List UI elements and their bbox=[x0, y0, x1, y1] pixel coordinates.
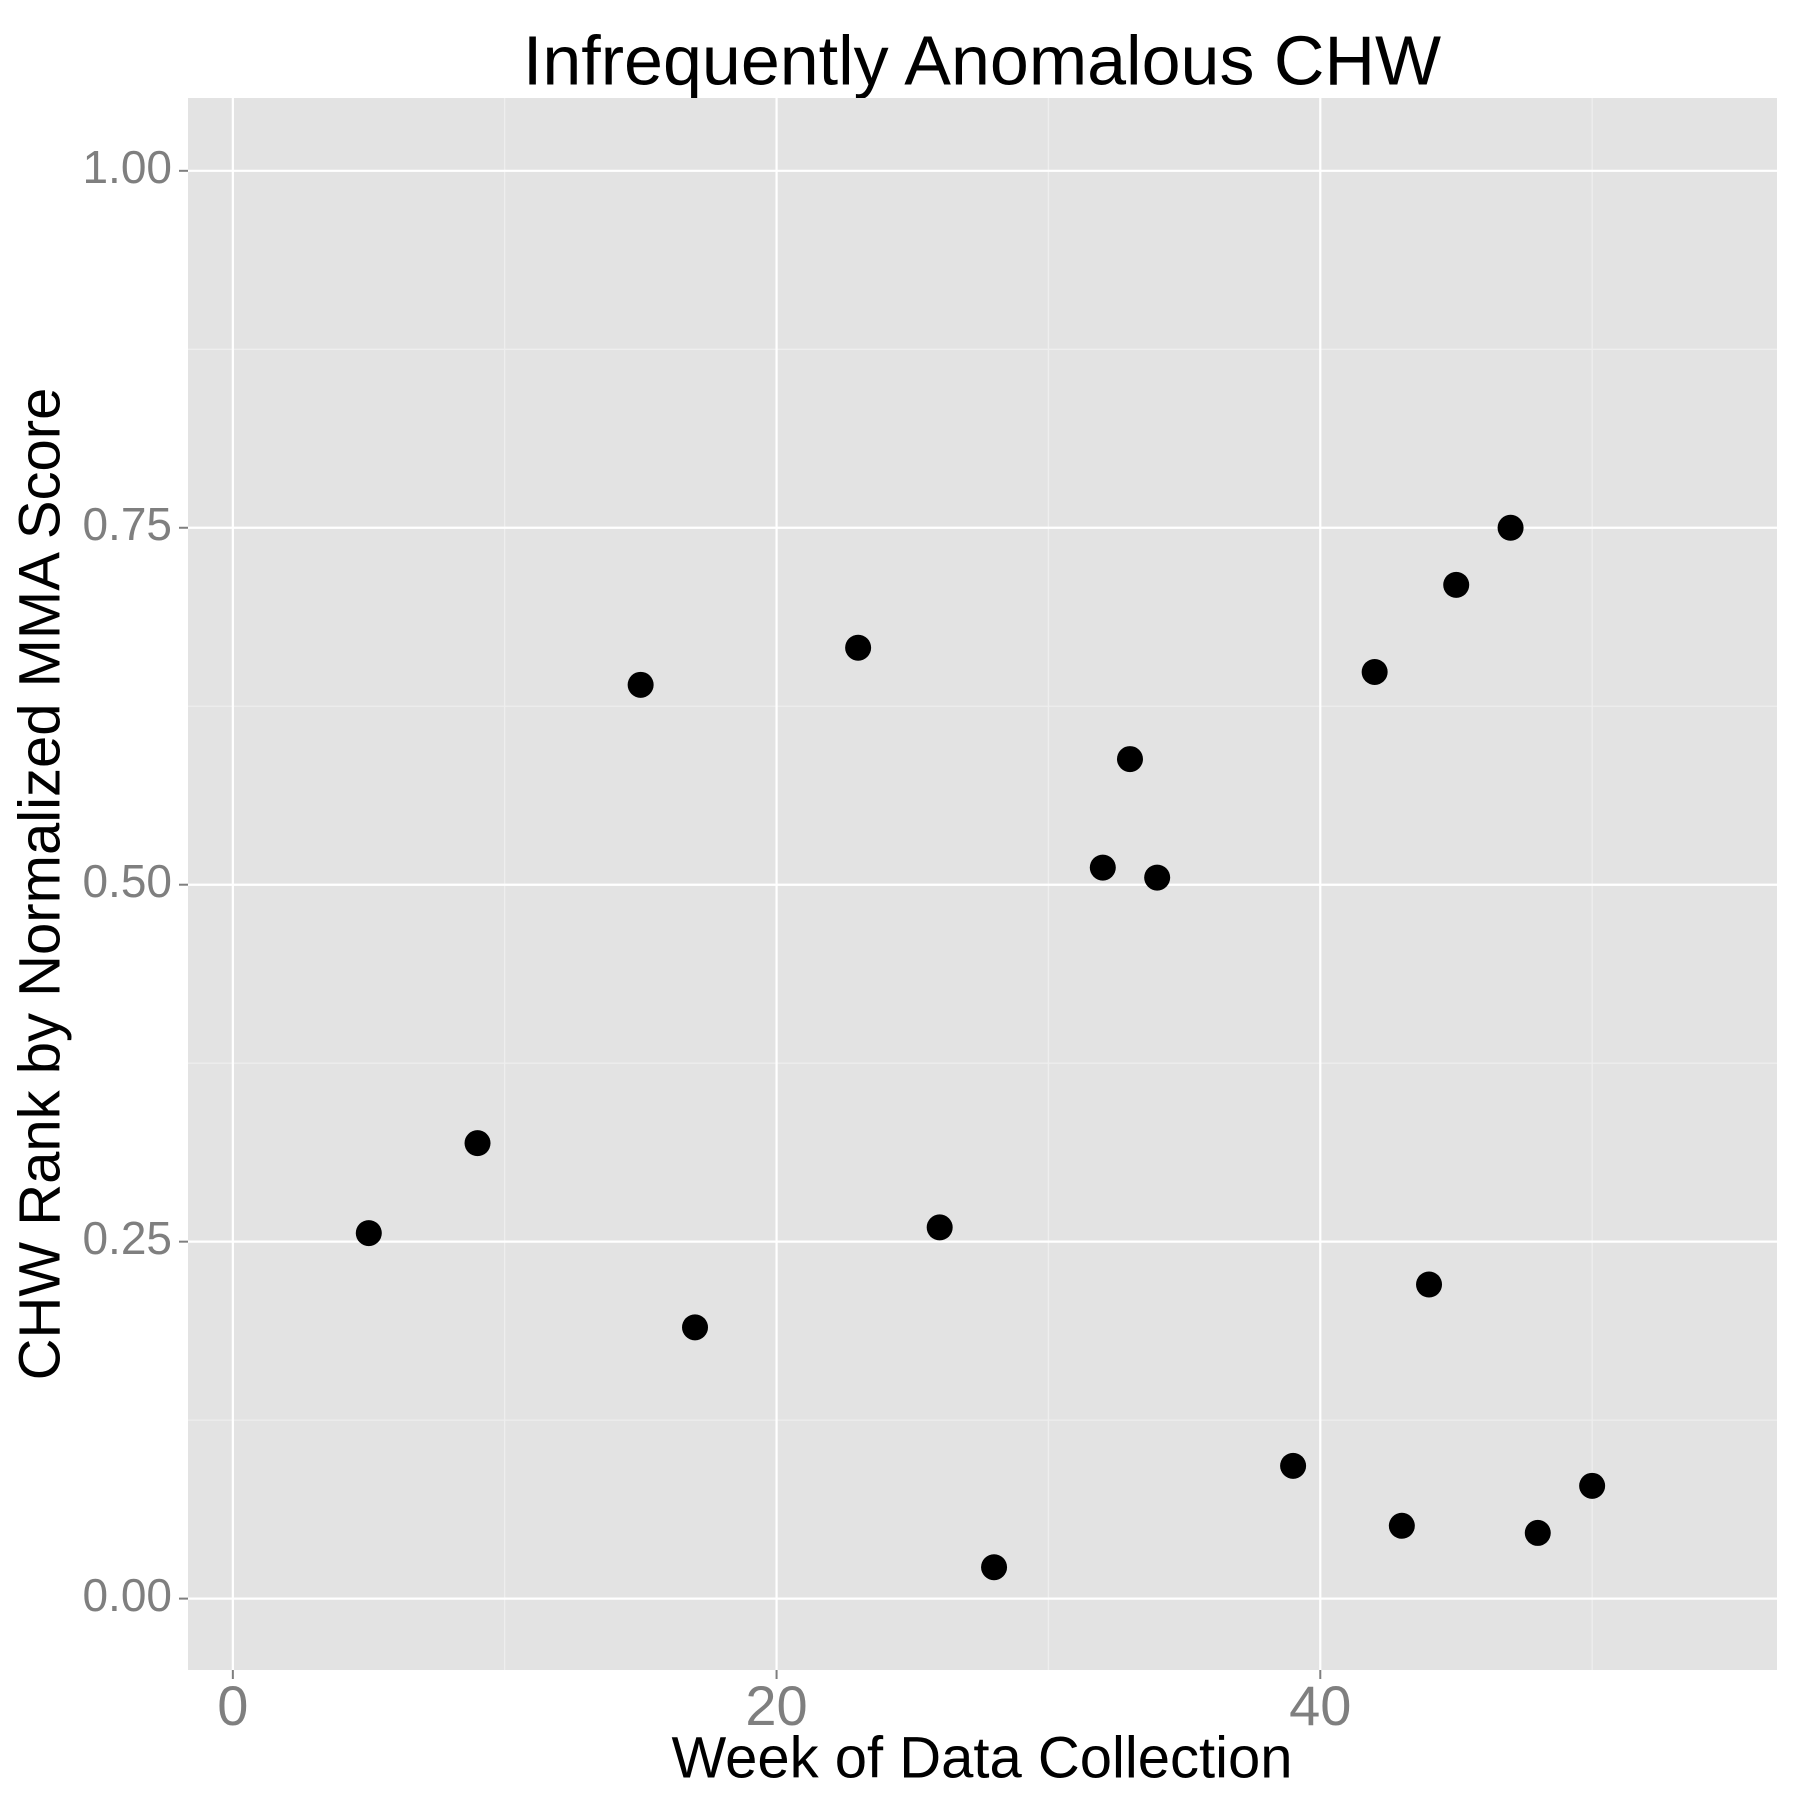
point bbox=[1144, 864, 1171, 891]
point bbox=[1579, 1472, 1606, 1499]
point bbox=[355, 1220, 382, 1247]
point bbox=[845, 634, 872, 661]
y-tick-label: 0.00 bbox=[82, 1569, 172, 1621]
point bbox=[682, 1314, 709, 1341]
point bbox=[1361, 658, 1388, 685]
point bbox=[1497, 514, 1524, 541]
point bbox=[926, 1214, 953, 1241]
point bbox=[464, 1130, 491, 1157]
x-tick-label: 0 bbox=[217, 1674, 248, 1737]
point bbox=[1089, 854, 1116, 881]
point bbox=[1388, 1512, 1415, 1539]
x-tick-label: 40 bbox=[1289, 1674, 1351, 1737]
point bbox=[1524, 1519, 1551, 1546]
point bbox=[1116, 746, 1143, 773]
chart-title: Infrequently Anomalous CHW bbox=[523, 21, 1441, 99]
point bbox=[1280, 1452, 1307, 1479]
point bbox=[627, 671, 654, 698]
x-axis-title: Week of Data Collection bbox=[671, 1725, 1292, 1790]
y-tick-label: 1.00 bbox=[82, 141, 172, 193]
y-axis-title: CHW Rank by Normalized MMA Score bbox=[7, 388, 72, 1381]
y-tick-label: 0.50 bbox=[82, 855, 172, 907]
point bbox=[981, 1554, 1008, 1581]
point bbox=[1416, 1271, 1443, 1298]
x-tick-label: 20 bbox=[745, 1674, 807, 1737]
y-tick-label: 0.25 bbox=[82, 1212, 172, 1264]
point bbox=[1443, 571, 1470, 598]
y-tick-label: 0.75 bbox=[82, 498, 172, 550]
